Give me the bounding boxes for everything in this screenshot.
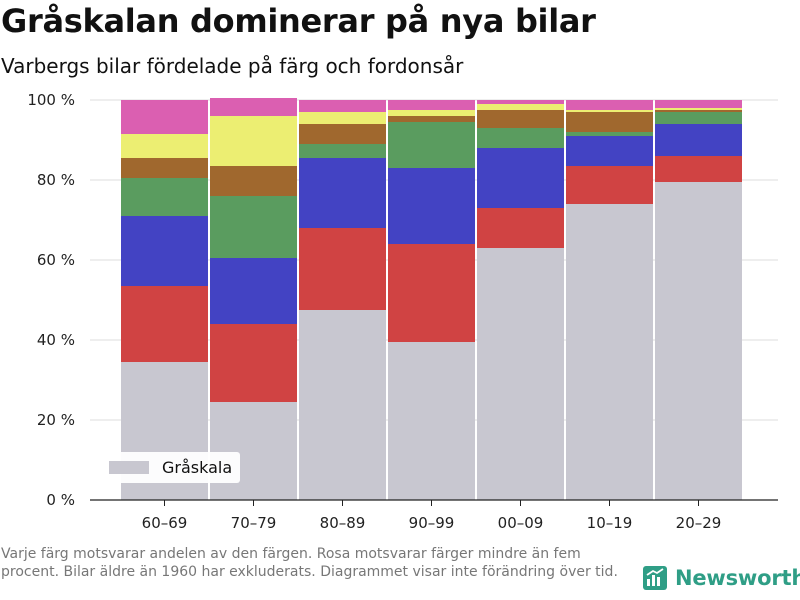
bar-segment	[477, 148, 564, 208]
x-tick-label: 60–69	[142, 514, 188, 532]
bar-segment	[388, 100, 475, 110]
bar-segment	[121, 286, 208, 362]
bar-segment	[477, 100, 564, 104]
bar-segment	[655, 124, 742, 156]
bar-segment	[655, 156, 742, 182]
y-tick-label: 20 %	[37, 411, 75, 429]
bar-segment	[477, 248, 564, 500]
bar-segment	[299, 124, 386, 144]
bar-segment	[388, 168, 475, 244]
bar-segment	[210, 324, 297, 402]
y-tick-label: 60 %	[37, 251, 75, 269]
bar-segment	[477, 104, 564, 110]
y-tick-label: 40 %	[37, 331, 75, 349]
bar-segment	[388, 116, 475, 122]
bar-segment	[210, 116, 297, 166]
footnote: Varje färg motsvarar andelen av den färg…	[1, 546, 618, 580]
bar-segment	[121, 100, 208, 134]
x-tick-label: 70–79	[231, 514, 277, 532]
bar-segment	[121, 134, 208, 158]
bar-segment	[299, 112, 386, 124]
bar-segment	[210, 166, 297, 196]
bar-segment	[299, 100, 386, 112]
bar-segment	[121, 178, 208, 216]
bar-segment	[566, 204, 653, 500]
bar-segment	[566, 166, 653, 204]
y-tick-label: 80 %	[37, 171, 75, 189]
bar-segment	[388, 110, 475, 116]
bar-segment	[299, 228, 386, 310]
bar-segment	[210, 98, 297, 116]
bar-segment	[566, 136, 653, 166]
bar-segment	[299, 158, 386, 228]
x-tick-label: 20–29	[676, 514, 722, 532]
bar-segment	[655, 110, 742, 112]
bar-segment	[299, 144, 386, 158]
x-tick-label: 90–99	[409, 514, 455, 532]
legend-swatch	[109, 461, 149, 474]
chart-title: Gråskalan dominerar på nya bilar	[1, 2, 596, 40]
bar-segment	[299, 310, 386, 500]
bar-segment	[210, 258, 297, 324]
brand: Newsworthy	[643, 566, 800, 590]
bar-segment	[477, 110, 564, 128]
axes: 0 % 20 % 40 % 60 % 80 % 100 % 60–69 70–79 80–89 9…	[27, 91, 778, 532]
bar-segment	[121, 216, 208, 286]
bar-segment	[477, 128, 564, 148]
newsworthy-logo-icon	[643, 566, 667, 590]
bar-segment	[566, 110, 653, 112]
x-tick-label: 10–19	[587, 514, 633, 532]
bar-segment	[388, 244, 475, 342]
bar-segment	[388, 122, 475, 168]
bar-segment	[655, 108, 742, 110]
bars	[121, 98, 742, 500]
bar-segment	[655, 100, 742, 108]
x-tick-label: 80–89	[320, 514, 366, 532]
x-tick-label: 00–09	[498, 514, 544, 532]
legend-label: Gråskala	[162, 458, 233, 477]
bar-segment	[210, 402, 297, 500]
bar-segment	[655, 112, 742, 124]
bar-segment	[121, 158, 208, 178]
legend: Gråskala	[101, 452, 241, 483]
y-tick-label: 0 %	[46, 491, 75, 509]
chart-subtitle: Varbergs bilar fördelade på färg och for…	[1, 54, 464, 78]
bar-segment	[477, 208, 564, 248]
bar-segment	[566, 132, 653, 136]
bar-segment	[566, 112, 653, 132]
bar-segment	[655, 182, 742, 500]
brand-name: Newsworthy	[675, 566, 800, 590]
bar-segment	[566, 100, 653, 110]
y-tick-label: 100 %	[27, 91, 75, 109]
bar-segment	[210, 196, 297, 258]
bar-segment	[388, 342, 475, 500]
